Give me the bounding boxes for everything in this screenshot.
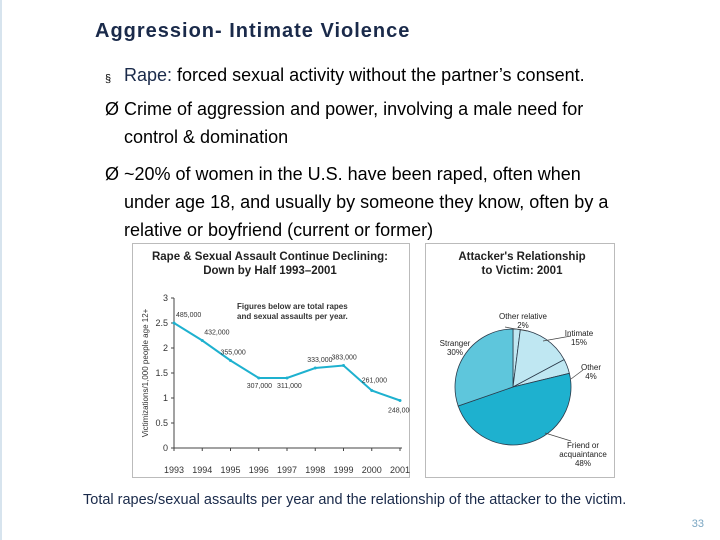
slice-value-label: 4% <box>585 372 597 381</box>
y-tick-label: 2 <box>163 343 168 353</box>
x-tick-label: 1997 <box>277 465 297 475</box>
chart-title: Attacker's Relationship <box>458 251 585 263</box>
chart-annotation-line: Figures below are total rapes <box>237 302 348 311</box>
chart-subtitle: Down by Half 1993–2001 <box>203 265 337 277</box>
figure-caption: Total rapes/sexual assaults per year and… <box>83 492 627 508</box>
pie-slice <box>457 372 572 446</box>
data-point <box>370 389 374 392</box>
data-label: 261,000 <box>362 378 387 385</box>
bullet-line: Crime of aggression and power, involving… <box>124 99 584 119</box>
data-label: 333,000 <box>307 357 332 364</box>
slice-value-label: 48% <box>575 459 591 468</box>
chart-annotation-line: and sexual assaults per year. <box>237 312 348 321</box>
slice-label: Other <box>581 363 601 372</box>
chart-border <box>132 243 410 478</box>
leader-line <box>570 369 584 380</box>
line-chart: Rape & Sexual Assault Continue Declining… <box>132 243 413 478</box>
page-number: 33 <box>691 518 704 530</box>
x-tick-label: 1995 <box>220 465 240 475</box>
slide-border <box>0 0 2 540</box>
slice-label: acquaintance <box>559 450 607 459</box>
chart-title: Rape & Sexual Assault Continue Declining… <box>152 251 388 263</box>
data-point <box>342 364 345 367</box>
y-tick-label: 2.5 <box>155 318 168 328</box>
data-label: 307,000 <box>247 383 272 390</box>
pie-chart-figure: Attacker's Relationship to Victim: 2001 … <box>425 243 615 478</box>
data-label: 383,000 <box>332 355 357 362</box>
data-point <box>285 376 289 380</box>
slice-value-label: 30% <box>447 348 463 357</box>
bullet-line: under age 18, and usually by someone the… <box>124 192 609 212</box>
y-tick-label: 1 <box>163 393 168 403</box>
leader-line <box>542 335 572 342</box>
y-tick-label: 3 <box>163 293 168 303</box>
x-tick-label: 1998 <box>305 465 325 475</box>
pie-chart: Attacker's Relationship to Victim: 2001 … <box>425 243 615 478</box>
data-point <box>398 399 402 402</box>
data-label: 485,000 <box>176 312 201 319</box>
arrow-bullet-icon: Ø <box>105 99 120 119</box>
data-label: 432,000 <box>204 330 229 337</box>
y-axis-title: Victimizations/1,000 people age 12+ <box>141 308 150 437</box>
line-chart-figure: Rape & Sexual Assault Continue Declining… <box>132 243 413 478</box>
x-tick-label: 1996 <box>249 465 269 475</box>
data-point <box>172 321 176 325</box>
bullet-line: control & domination <box>124 127 289 147</box>
arrow-bullet-icon: Ø <box>105 164 120 184</box>
y-tick-label: 0.5 <box>155 418 168 428</box>
slide-title: Aggression- Intimate Violence <box>95 20 411 42</box>
data-point <box>257 376 261 380</box>
data-point <box>229 359 232 362</box>
data-label: 355,000 <box>221 350 246 357</box>
bullet-line: ~20% of women in the U.S. have been rape… <box>124 164 581 184</box>
slice-value-label: 2% <box>517 321 529 330</box>
data-point <box>200 339 204 342</box>
leader-line <box>544 432 572 442</box>
bullet-line: relative or boyfriend (current or former… <box>124 220 434 240</box>
x-tick-label: 2000 <box>362 465 382 475</box>
slice-label: Stranger <box>440 339 471 348</box>
chart-subtitle: to Victim: 2001 <box>482 265 564 277</box>
x-tick-label: 1999 <box>333 465 353 475</box>
x-tick-label: 2001 <box>390 465 410 475</box>
pie-slice <box>454 328 514 407</box>
slice-label: Intimate <box>565 329 594 338</box>
slice-value-label: 15% <box>571 338 587 347</box>
data-label: 248,000 <box>388 408 410 415</box>
y-tick-label: 0 <box>163 443 168 453</box>
x-tick-label: 1993 <box>164 465 184 475</box>
leader-line <box>504 326 528 332</box>
slice-label: Friend or <box>567 441 599 450</box>
square-bullet-icon: § <box>105 73 112 85</box>
bullet-text: forced sexual activity without the partn… <box>172 65 585 85</box>
x-tick-label: 1994 <box>192 465 212 475</box>
bullet-term: Rape: <box>124 65 173 85</box>
data-label: 311,000 <box>277 383 302 390</box>
slice-label: Other relative <box>499 312 548 321</box>
data-point <box>313 366 317 370</box>
y-tick-label: 1.5 <box>155 368 168 378</box>
